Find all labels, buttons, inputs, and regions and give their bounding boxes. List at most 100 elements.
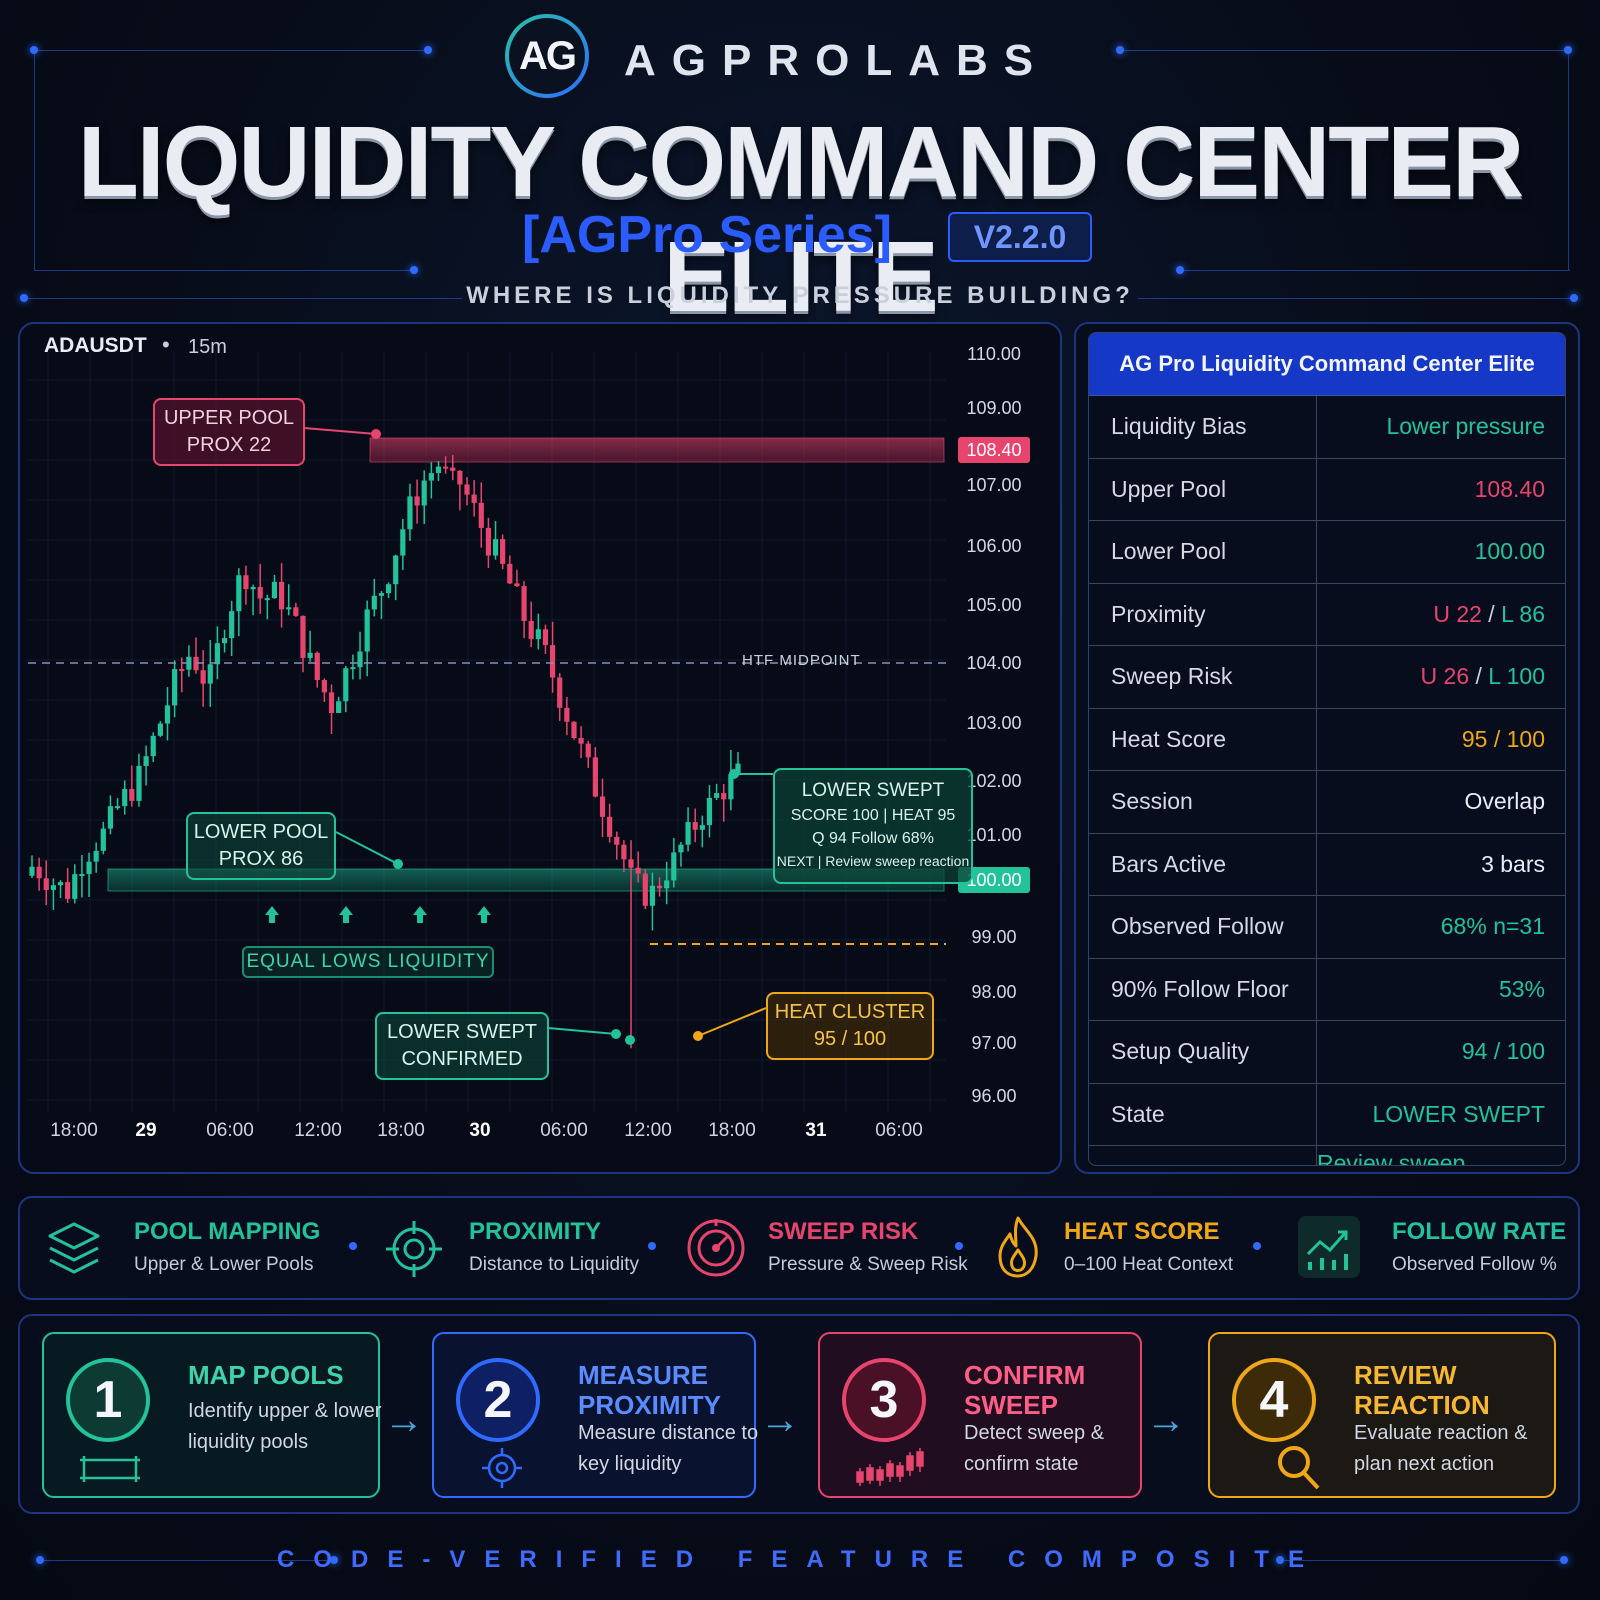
lower-swept-line1: SCORE 100 | HEAT 95 xyxy=(790,807,956,824)
sweep-connector xyxy=(547,1027,617,1035)
feature-title: FOLLOW RATE xyxy=(1392,1218,1567,1245)
y-tick-label: 103.00 xyxy=(966,713,1021,733)
heat-cluster-line2: 95 / 100 xyxy=(813,1028,887,1050)
candle-body xyxy=(464,484,470,495)
candle-body xyxy=(607,816,613,837)
heat-marker xyxy=(693,1031,703,1041)
candle-body xyxy=(357,651,363,668)
stats-panel xyxy=(1074,322,1580,1174)
footer-dot xyxy=(36,1556,44,1564)
candle-body xyxy=(514,583,520,587)
x-tick-label: 30 xyxy=(469,1120,490,1141)
layers-icon xyxy=(48,1222,100,1274)
lower-pool-label: LOWER POOL PROX 86 xyxy=(186,812,336,880)
step-description: Measure distance to key liquidity xyxy=(578,1422,759,1475)
candle-body xyxy=(221,638,228,644)
brand-name: AGPROLABS xyxy=(624,36,1050,85)
y-tick-label: 101.00 xyxy=(966,825,1021,845)
trend-chart-icon xyxy=(1298,1216,1360,1278)
footer-caption: CODE-VERIFIED FEATURE COMPOSITE xyxy=(277,1546,1323,1573)
swept-confirmed-line1: LOWER SWEPT xyxy=(386,1021,537,1043)
candle-body xyxy=(200,670,206,684)
candle-body xyxy=(328,692,335,713)
lower-pool-label-line2: PROX 86 xyxy=(218,848,304,870)
upper-pool-label-line2: PROX 22 xyxy=(186,434,272,456)
candle-body xyxy=(314,652,320,681)
candle-body xyxy=(450,467,456,471)
stats-row-value: 53% xyxy=(1498,975,1545,1002)
candle-body xyxy=(699,825,705,830)
sweep-marker xyxy=(611,1029,621,1039)
flame-icon xyxy=(998,1216,1038,1278)
candle-body xyxy=(599,796,606,817)
candle-body xyxy=(485,527,492,556)
candle-body xyxy=(150,735,156,757)
x-tick-label: 12:00 xyxy=(624,1120,672,1141)
stats-row: Observed Follow 68% n=31 xyxy=(1089,896,1565,959)
step-arrow: → xyxy=(1146,1398,1186,1442)
candle-body xyxy=(100,828,106,851)
stats-row: Heat Score 95 / 100 xyxy=(1089,708,1565,771)
candle-body xyxy=(207,664,213,684)
y-tick-label: 106.00 xyxy=(966,536,1021,556)
candle-body xyxy=(635,867,641,874)
candle-body xyxy=(500,539,506,564)
stats-row: State LOWER SWEPT xyxy=(1089,1083,1565,1146)
candle-body xyxy=(65,882,71,899)
price-chart[interactable]: 110.00 109.00 108.40 107.00 106.00 105.00 104.… xyxy=(18,322,1062,1174)
lower-swept-confirmed-label: LOWER SWEPT CONFIRMED xyxy=(375,1012,549,1080)
stats-row-label: Proximity xyxy=(1089,583,1317,645)
chart-symbol: ADAUSDT xyxy=(44,334,147,357)
candle-body xyxy=(728,774,734,800)
candle-body xyxy=(471,494,477,503)
candle-body xyxy=(421,480,427,506)
equal-lows-arrow xyxy=(339,906,353,923)
candle-body xyxy=(407,496,413,530)
y-tick-label: 97.00 xyxy=(971,1033,1016,1053)
stats-value-separator: / xyxy=(1469,663,1489,690)
step-confirm-sweep: 3 CONFIRM SWEEP Detect sweep & confirm s… xyxy=(818,1332,1142,1498)
candle-body xyxy=(692,822,698,830)
stats-row: Session Overlap xyxy=(1089,771,1565,834)
candle-body xyxy=(642,873,648,906)
header-line-left-vertical xyxy=(34,54,35,270)
header-line-right-vertical xyxy=(1568,54,1569,270)
candle-body xyxy=(400,529,406,556)
steps-strip xyxy=(18,1314,1580,1514)
y-tick-label: 102.00 xyxy=(966,771,1021,791)
pool-icon xyxy=(80,1456,140,1482)
step-review-reaction: 4 REVIEW REACTION Evaluate reaction & pl… xyxy=(1208,1332,1556,1498)
header-dot xyxy=(30,46,38,54)
heat-cluster-label: HEAT CLUSTER 95 / 100 xyxy=(766,992,934,1060)
feature-title: PROXIMITY xyxy=(469,1218,602,1245)
candle-body xyxy=(535,629,541,640)
stats-row: Upper Pool 108.40 xyxy=(1089,458,1565,521)
step-number: 1 xyxy=(66,1358,150,1442)
equal-lows-arrow xyxy=(477,906,491,923)
candle-body xyxy=(236,575,242,612)
candle-body xyxy=(557,677,563,708)
upper-pool-connector xyxy=(303,427,377,435)
candle-body xyxy=(229,611,235,639)
y-tick-label: 107.00 xyxy=(966,475,1021,495)
header-dot xyxy=(20,294,28,302)
y-tick-label: 108.40 xyxy=(966,440,1021,460)
candle-body xyxy=(614,836,620,845)
candle-body xyxy=(129,789,135,801)
feature-subtitle: Upper & Lower Pools xyxy=(134,1254,314,1275)
stats-row: Next ReviewReview sweep reaction xyxy=(1089,1146,1565,1165)
sweep-low-marker xyxy=(625,1035,635,1045)
stats-row-label: Lower Pool xyxy=(1089,521,1317,583)
price-tag-bg xyxy=(958,867,1030,893)
stats-value-lower: L 100 xyxy=(1488,663,1545,690)
symbol-separator-dot: • xyxy=(162,332,170,357)
stats-row-value: 100.00 xyxy=(1474,538,1545,565)
candle-body xyxy=(443,466,449,469)
candle-body xyxy=(678,844,684,853)
x-tick-label: 06:00 xyxy=(875,1120,923,1141)
stats-row-value: 95 / 100 xyxy=(1461,725,1545,752)
stats-row-value: 3 bars xyxy=(1481,850,1545,877)
candle-body xyxy=(157,723,163,736)
header-line-right-bottom xyxy=(1180,270,1570,271)
y-tick-label: 98.00 xyxy=(971,982,1016,1002)
